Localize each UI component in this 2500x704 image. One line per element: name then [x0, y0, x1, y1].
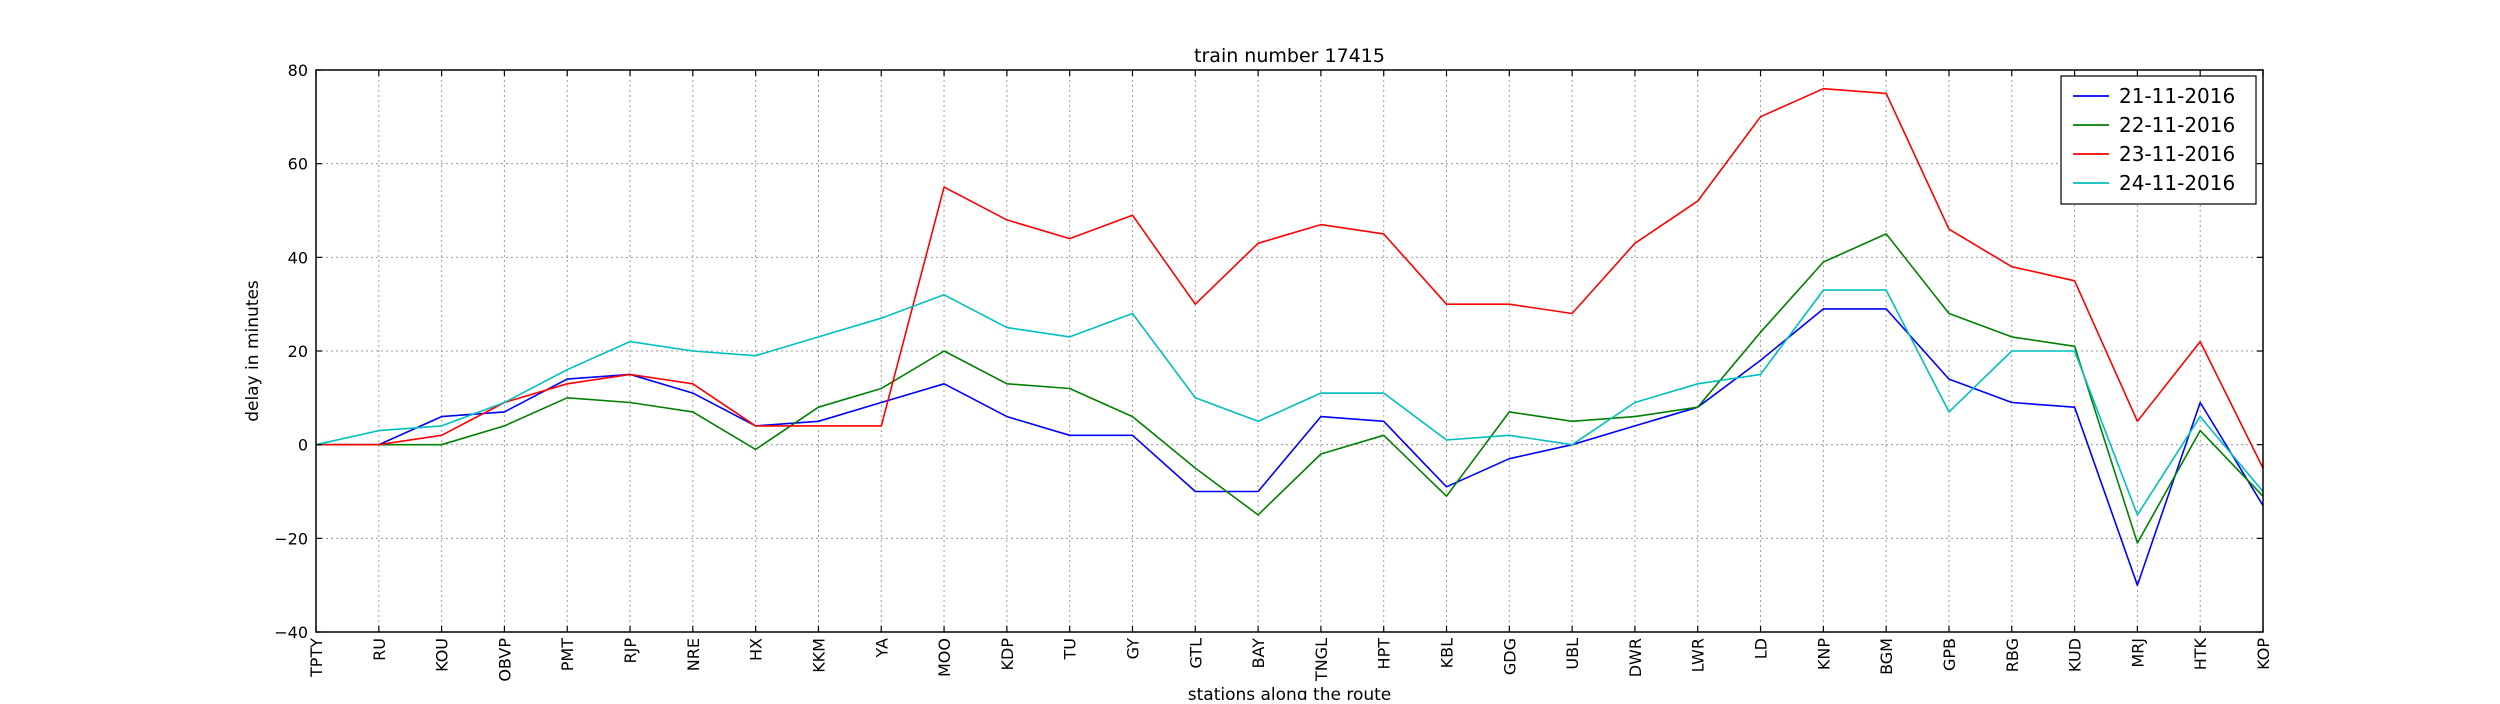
y-tick-label: 0 — [298, 436, 308, 455]
axis-ticks — [315, 69, 2264, 633]
x-tick-label: KNP — [1814, 638, 1833, 670]
y-tick-label: 40 — [288, 248, 308, 267]
series-line — [316, 87, 2264, 469]
x-tick-label: GTL — [1186, 638, 1205, 669]
x-axis-tick-labels: TPTY RU KOU OBVP PMT RJP NRE HX KKM YA MOO KDP TU GY G… — [307, 637, 2273, 682]
chart-title: train number 17415 — [1194, 45, 1385, 67]
legend-label: 23-11-2016 — [2119, 142, 2235, 166]
x-tick-label: KOP — [2254, 638, 2273, 670]
x-tick-label: HX — [747, 638, 766, 661]
x-tick-label: GPB — [1940, 638, 1959, 671]
y-tick-label: 80 — [288, 61, 308, 80]
x-tick-label: KKM — [809, 638, 828, 673]
legend: 21-11-2016 22-11-2016 23-11-2016 24-11-2016 — [2060, 75, 2257, 205]
series-line — [315, 289, 2264, 516]
x-tick-label: PMT — [558, 638, 577, 671]
x-tick-label: NRE — [684, 638, 703, 671]
x-tick-label: MRJ — [2128, 638, 2147, 668]
x-tick-label: KBL — [1438, 638, 1457, 668]
x-tick-label: HPT — [1375, 638, 1394, 670]
x-axis-title: stations along the route — [1188, 685, 1392, 700]
legend-label: 24-11-2016 — [2119, 171, 2235, 195]
x-tick-label: GY — [1123, 638, 1142, 660]
y-axis-title: delay in minutes — [243, 280, 263, 422]
x-tick-label: HTK — [2191, 637, 2210, 670]
series-lines — [315, 87, 2264, 587]
y-tick-label: 60 — [288, 155, 308, 174]
x-tick-label: KUD — [2066, 638, 2085, 672]
series-line — [316, 308, 2264, 587]
legend-label: 22-11-2016 — [2119, 113, 2235, 137]
x-tick-label: RJP — [621, 638, 640, 664]
x-tick-label: MOO — [935, 638, 954, 677]
x-tick-label: UBL — [1563, 638, 1582, 670]
series-line — [316, 233, 2264, 544]
x-tick-label: BGM — [1877, 638, 1896, 675]
x-tick-label: OBVP — [495, 638, 514, 682]
x-tick-label: GDG — [1500, 638, 1519, 675]
x-tick-label: LWR — [1689, 638, 1708, 672]
x-tick-label: RBG — [2003, 638, 2022, 672]
x-tick-label: KDP — [998, 638, 1017, 671]
x-tick-label: TNGL — [1312, 638, 1331, 682]
x-tick-label: YA — [872, 638, 891, 659]
x-tick-label: LD — [1752, 638, 1771, 659]
x-tick-label: BAY — [1249, 638, 1268, 669]
y-tick-label: 20 — [288, 342, 308, 361]
x-tick-label: TU — [1061, 638, 1080, 660]
x-tick-label: TPTY — [307, 638, 326, 678]
x-tick-label: KOU — [433, 638, 452, 672]
x-tick-label: DWR — [1626, 638, 1645, 677]
legend-label: 21-11-2016 — [2119, 84, 2235, 108]
y-tick-label: −40 — [274, 623, 308, 642]
y-axis-tick-labels: −40 −20 0 20 40 60 80 — [274, 61, 308, 642]
y-tick-label: −20 — [274, 529, 308, 548]
x-tick-label: RU — [370, 638, 389, 661]
